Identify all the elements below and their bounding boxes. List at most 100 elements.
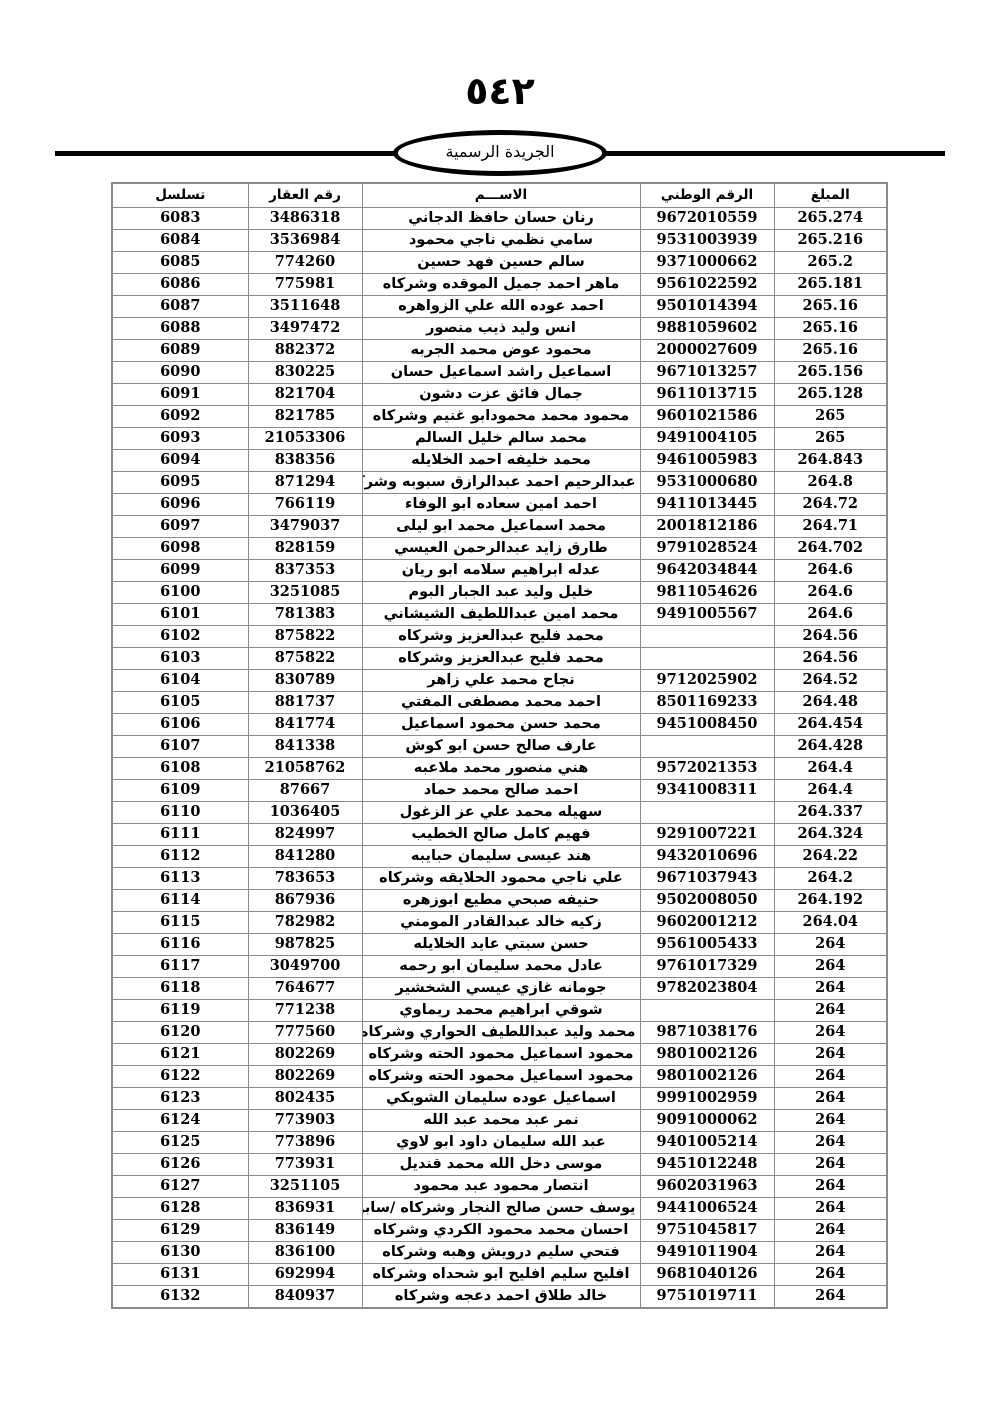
table-row: 264.8 9531000680 عبدالرحيم احمد عبدالرازق … <box>111 471 888 494</box>
table-row: 264 9441006524 يوسف حسن صالح النجار وشركاه… <box>111 1197 888 1220</box>
cell-national: 9561005433 <box>639 933 775 956</box>
cell-amount: 264 <box>773 1241 888 1264</box>
cell-name: جومانه غازي عيسي الشخشير <box>361 977 641 1000</box>
table-row: 264.52 9712025902 نجاح محمد علي زاهر 830789… <box>111 669 888 692</box>
cell-national: 9671013257 <box>639 361 775 384</box>
table-body: 265.274 9672010559 رنان حسان حافظ الدجاني 3… <box>111 207 888 1309</box>
cell-name: محمد فليح عبدالعزيز وشركاه <box>361 647 641 670</box>
cell-name: سالم حسين فهد حسين <box>361 251 641 274</box>
cell-amount: 264.6 <box>773 603 888 626</box>
cell-national: 9502008050 <box>639 889 775 912</box>
cell-serial: 6113 <box>111 867 249 890</box>
table-row: 265.16 9501014394 احمد عوده الله علي الزوا… <box>111 295 888 318</box>
cell-name: طارق زايد عبدالرحمن العيسي <box>361 537 641 560</box>
cell-serial: 6101 <box>111 603 249 626</box>
cell-national: 9561022592 <box>639 273 775 296</box>
cell-name: عارف صالح حسن ابو كوش <box>361 735 641 758</box>
cell-national: 9681040126 <box>639 1263 775 1286</box>
table-row: 265.128 9611013715 جمال فائق عزت دشون 82170… <box>111 383 888 406</box>
cell-property: 3511648 <box>247 295 363 318</box>
table-row: 264 9401005214 عبد الله سليمان داود ابو لا… <box>111 1131 888 1154</box>
cell-property: 821704 <box>247 383 363 406</box>
cell-name: محمد اسماعيل محمد ابو ليلى <box>361 515 641 538</box>
cell-serial: 6104 <box>111 669 249 692</box>
masthead: الجريدة الرسمية <box>0 130 1000 176</box>
cell-property: 830789 <box>247 669 363 692</box>
cell-serial: 6123 <box>111 1087 249 1110</box>
cell-amount: 265 <box>773 405 888 428</box>
cell-serial: 6094 <box>111 449 249 472</box>
table-row: 264.6 9642034844 عدله ابراهيم سلامه ابو ري… <box>111 559 888 582</box>
cell-property: 21058762 <box>247 757 363 780</box>
table-row: 265.216 9531003939 سامي نظمي ناجي محمود 353… <box>111 229 888 252</box>
cell-amount: 264 <box>773 933 888 956</box>
table-row: 264 9091000062 نمر عبد محمد عبد الله 773903… <box>111 1109 888 1132</box>
cell-name: محمد خليفه احمد الخلايله <box>361 449 641 472</box>
cell-property: 777560 <box>247 1021 363 1044</box>
cell-serial: 6097 <box>111 515 249 538</box>
cell-amount: 264.52 <box>773 669 888 692</box>
cell-serial: 6114 <box>111 889 249 912</box>
column-header-amount: المبلغ <box>773 182 888 208</box>
table-row: 264 9801002126 محمود اسماعيل محمود الحته و… <box>111 1065 888 1088</box>
cell-serial: 6102 <box>111 625 249 648</box>
cell-serial: 6096 <box>111 493 249 516</box>
table-row: 265.16 2000027609 محمود عوض محمد الجربه 882… <box>111 339 888 362</box>
cell-serial: 6112 <box>111 845 249 868</box>
table-row: 265.274 9672010559 رنان حسان حافظ الدجاني 3… <box>111 207 888 230</box>
cell-serial: 6126 <box>111 1153 249 1176</box>
cell-name: يوسف حسن صالح النجار وشركاه /سابق <box>361 1197 641 1220</box>
cell-amount: 264.56 <box>773 647 888 670</box>
cell-amount: 264 <box>773 1285 888 1309</box>
cell-property: 837353 <box>247 559 363 582</box>
cell-name: هني منصور محمد ملاعبه <box>361 757 641 780</box>
cell-amount: 264.843 <box>773 449 888 472</box>
cell-property: 1036405 <box>247 801 363 824</box>
cell-property: 766119 <box>247 493 363 516</box>
cell-property: 3251105 <box>247 1175 363 1198</box>
cell-amount: 264.702 <box>773 537 888 560</box>
cell-serial: 6103 <box>111 647 249 670</box>
cell-national: 9451008450 <box>639 713 775 736</box>
cell-property: 838356 <box>247 449 363 472</box>
cell-property: 830225 <box>247 361 363 384</box>
table-row: 264.56 محمد فليح عبدالعزيز وشركاه 875822 61… <box>111 647 888 670</box>
cell-name: خالد طلاق احمد دعجه وشركاه <box>361 1285 641 1309</box>
cell-amount: 265.216 <box>773 229 888 252</box>
cell-national: 9801002126 <box>639 1065 775 1088</box>
cell-national <box>639 999 775 1022</box>
cell-amount: 264.8 <box>773 471 888 494</box>
table-row: 264.6 9811054626 خليل وليد عبد الجبار البو… <box>111 581 888 604</box>
table-row: 264.324 9291007221 فهيم كامل صالح الخطيب 82… <box>111 823 888 846</box>
table-row: 264 9561005433 حسن سبتي عايد الخلايله 98782… <box>111 933 888 956</box>
column-header-serial: تسلسل <box>111 182 249 208</box>
cell-amount: 264 <box>773 1263 888 1286</box>
cell-amount: 265.16 <box>773 317 888 340</box>
cell-amount: 265.2 <box>773 251 888 274</box>
table-row: 264.454 9451008450 محمد حسن محمود اسماعيل 8… <box>111 713 888 736</box>
cell-property: 821785 <box>247 405 363 428</box>
cell-national: 2001812186 <box>639 515 775 538</box>
cell-name: عبد الله سليمان داود ابو لاوي <box>361 1131 641 1154</box>
cell-name: عادل محمد سليمان ابو رحمه <box>361 955 641 978</box>
cell-name: شوقي ابراهيم محمد ريماوي <box>361 999 641 1022</box>
cell-national: 9761017329 <box>639 955 775 978</box>
column-header-national: الرقم الوطني <box>639 182 775 208</box>
cell-national: 9531003939 <box>639 229 775 252</box>
cell-name: نمر عبد محمد عبد الله <box>361 1109 641 1132</box>
table-row: 264 9761017329 عادل محمد سليمان ابو رحمه 30… <box>111 955 888 978</box>
cell-serial: 6107 <box>111 735 249 758</box>
cell-property: 764677 <box>247 977 363 1000</box>
cell-amount: 264.6 <box>773 581 888 604</box>
table-row: 264.72 9411013445 احمد امين سعاده ابو الوف… <box>111 493 888 516</box>
cell-serial: 6109 <box>111 779 249 802</box>
cell-national: 9491004105 <box>639 427 775 450</box>
cell-property: 840937 <box>247 1285 363 1309</box>
cell-amount: 264.56 <box>773 625 888 648</box>
table-row: 264.04 9602001212 زكيه خالد عبدالقادر المو… <box>111 911 888 934</box>
cell-amount: 264.4 <box>773 757 888 780</box>
cell-property: 836100 <box>247 1241 363 1264</box>
cell-serial: 6088 <box>111 317 249 340</box>
cell-amount: 264.4 <box>773 779 888 802</box>
cell-national: 9602001212 <box>639 911 775 934</box>
